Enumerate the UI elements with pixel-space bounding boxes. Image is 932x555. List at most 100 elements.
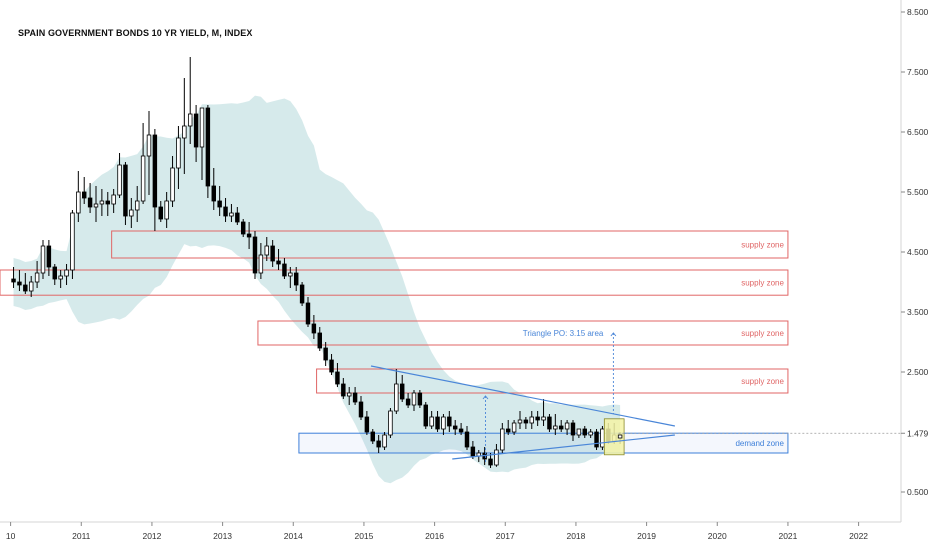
supply-zone-box — [316, 368, 789, 394]
candle-body — [558, 425, 564, 430]
candle-body — [140, 155, 146, 202]
candle-body — [129, 209, 134, 217]
candle-body — [617, 434, 623, 439]
x-tick-label: 2018 — [566, 531, 585, 541]
candle-body — [529, 416, 534, 424]
supply-zone-box — [0, 269, 789, 296]
candle-body — [523, 419, 529, 424]
candle-body — [441, 416, 446, 430]
triangle-annotation: Triangle PO: 3.15 area — [523, 329, 604, 338]
y-tick-label: 8.500 — [907, 7, 929, 17]
candle-body — [511, 422, 517, 433]
candle-body — [505, 428, 511, 433]
y-tick-label: 7.500 — [907, 67, 929, 77]
candle-body — [600, 428, 605, 448]
supply-zone-box — [257, 320, 789, 346]
candle-body — [488, 458, 493, 466]
candle-body — [564, 422, 570, 430]
candle-body — [235, 212, 240, 223]
candle-body — [76, 191, 81, 214]
supply-zone-label: supply zone — [741, 377, 784, 386]
candle-body — [17, 281, 22, 286]
candle-body — [582, 428, 587, 436]
candle-body — [152, 134, 158, 208]
candle-body — [335, 371, 340, 385]
candle-body — [500, 428, 505, 451]
candle-body — [11, 278, 16, 283]
candle-body — [341, 383, 346, 397]
candle-body — [52, 266, 57, 280]
candle-body — [264, 245, 269, 256]
chart-title: SPAIN GOVERNMENT BONDS 10 YR YIELD, M, I… — [18, 28, 253, 38]
x-tick-label: 2016 — [425, 531, 444, 541]
candle-body — [358, 401, 364, 418]
candle-body — [40, 245, 46, 274]
candle-body — [429, 416, 434, 427]
candle-body — [105, 200, 110, 205]
candle-body — [458, 428, 464, 433]
x-tick-label: 2019 — [637, 531, 656, 541]
candle-body — [223, 206, 228, 217]
candle-body — [588, 431, 593, 436]
supply-zone-label: supply zone — [741, 279, 784, 288]
candle-body — [70, 212, 75, 271]
candle-body — [594, 431, 599, 448]
candle-body — [146, 134, 152, 157]
candle-body — [270, 245, 275, 262]
candle-body — [553, 425, 558, 430]
candle-body — [447, 416, 452, 427]
candle-body — [576, 428, 582, 436]
x-tick-label: 2020 — [708, 531, 727, 541]
candle-body — [134, 200, 140, 211]
candle-body — [205, 107, 211, 187]
triangle-trendline — [452, 434, 675, 460]
candle-body — [258, 254, 264, 274]
supply-zone-label: supply zone — [741, 241, 784, 250]
x-tick-label: 2014 — [284, 531, 303, 541]
candle-body — [246, 233, 252, 238]
candle-body — [117, 164, 122, 196]
y-tick-label: 5.500 — [907, 187, 929, 197]
candle-body — [299, 284, 305, 304]
candle-body — [317, 332, 322, 349]
candle-body — [276, 260, 281, 265]
candle-body — [187, 113, 193, 127]
candle-body — [64, 269, 69, 277]
candle-body — [211, 185, 216, 202]
x-tick-label: 2015 — [354, 531, 373, 541]
measure-arrow-head — [482, 395, 489, 400]
candle-body — [58, 275, 63, 280]
x-tick-label: 2013 — [213, 531, 232, 541]
candle-body — [329, 359, 334, 373]
candle-body — [199, 107, 205, 148]
x-tick-label: 2017 — [496, 531, 515, 541]
candle-body — [288, 272, 293, 277]
candle-body — [405, 398, 411, 406]
candle-body — [570, 422, 576, 436]
demand-zone-label: demand zone — [735, 439, 784, 448]
supply-zone-box — [111, 230, 789, 259]
triangle-trendline — [370, 365, 675, 427]
candle-body — [158, 206, 163, 220]
candle-body — [282, 263, 287, 277]
candle-body — [452, 425, 458, 430]
candle-body — [323, 347, 328, 361]
candle-body — [164, 200, 169, 220]
candle-body — [193, 113, 199, 148]
candle-body — [240, 221, 246, 235]
x-tick-label: 2012 — [142, 531, 161, 541]
candle-body — [411, 392, 417, 406]
candle-body — [547, 416, 552, 430]
measure-arrow-head — [610, 332, 617, 337]
candle-body — [470, 446, 476, 457]
x-tick-label: 2011 — [72, 531, 91, 541]
candle-body — [252, 236, 258, 274]
x-tick-label: 2021 — [778, 531, 797, 541]
candle-body — [417, 392, 423, 406]
candle-body — [229, 212, 234, 217]
supply-zone-label: supply zone — [741, 329, 784, 338]
candle-body — [352, 392, 358, 403]
candle-body — [464, 431, 470, 448]
